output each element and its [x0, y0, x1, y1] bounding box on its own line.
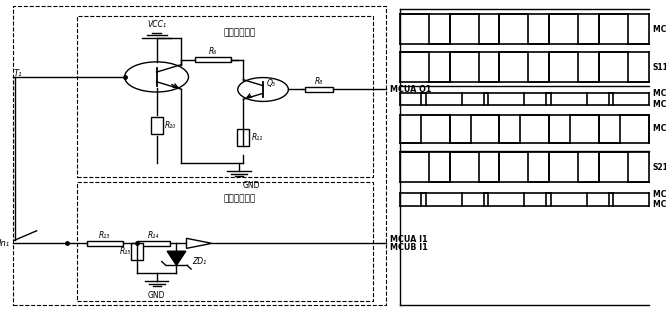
Bar	[194, 57, 231, 62]
Bar	[13, 6, 386, 305]
Text: R₁₅: R₁₅	[120, 247, 131, 256]
Circle shape	[238, 78, 288, 101]
Text: T₁: T₁	[13, 69, 22, 78]
Text: MCUB O1: MCUB O1	[653, 124, 666, 133]
Text: GND: GND	[242, 181, 260, 190]
Text: R₆: R₆	[209, 47, 217, 56]
Text: MCUA O1: MCUA O1	[653, 24, 666, 34]
Bar	[237, 129, 249, 146]
Bar	[77, 16, 373, 177]
Text: In₁: In₁	[0, 239, 10, 248]
Bar	[137, 241, 170, 246]
Text: S11/S12: S11/S12	[653, 62, 666, 71]
Text: R₈: R₈	[315, 77, 323, 86]
Bar	[131, 243, 143, 260]
Text: MCUA I2
MCUB I2: MCUA I2 MCUB I2	[653, 190, 666, 209]
Text: R₁₄: R₁₄	[148, 231, 159, 240]
Text: Q₅: Q₅	[266, 79, 276, 88]
Text: 输入驱动电路: 输入驱动电路	[224, 28, 256, 37]
Text: ZD₁: ZD₁	[192, 257, 206, 266]
Text: R₁₀: R₁₀	[165, 121, 176, 130]
Circle shape	[125, 62, 188, 92]
Text: S21/S22: S21/S22	[653, 163, 666, 172]
Bar	[151, 117, 163, 134]
Text: MCUB I1: MCUB I1	[390, 243, 428, 252]
Polygon shape	[167, 251, 186, 265]
Text: 输入采样电路: 输入采样电路	[224, 195, 256, 204]
Bar	[87, 241, 123, 246]
Polygon shape	[186, 238, 212, 248]
Text: MCUA I1
MCUB I1: MCUA I1 MCUB I1	[653, 89, 666, 109]
Bar	[305, 87, 333, 92]
Text: R₁₃: R₁₃	[99, 231, 111, 240]
Text: R₁₁: R₁₁	[251, 133, 262, 142]
Text: GND: GND	[148, 291, 165, 300]
Bar	[77, 182, 373, 301]
Text: VCC₁: VCC₁	[147, 20, 166, 29]
Text: MCUA I1: MCUA I1	[390, 235, 427, 244]
Text: MCUA O1: MCUA O1	[390, 85, 431, 94]
